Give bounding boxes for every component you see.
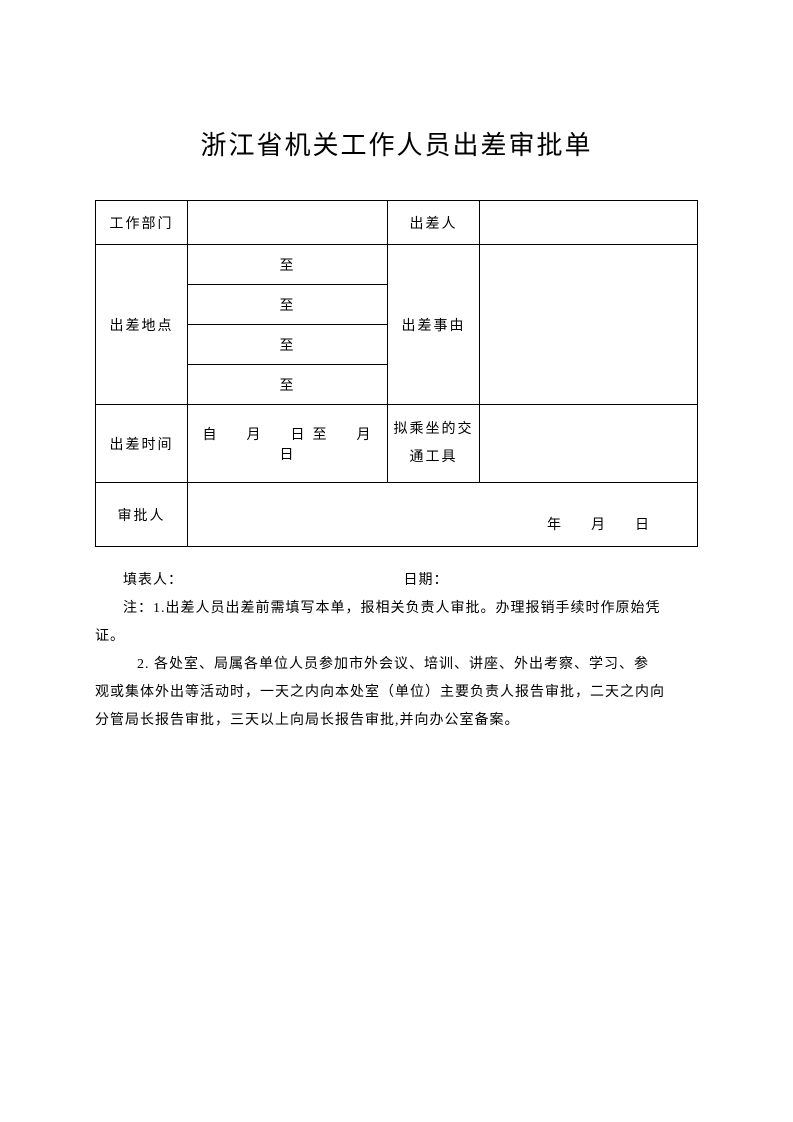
label-approver: 审批人 (96, 483, 188, 547)
value-location-3[interactable]: 至 (188, 325, 388, 365)
label-time: 出差时间 (96, 405, 188, 483)
label-traveler: 出差人 (388, 201, 480, 245)
value-department[interactable] (188, 201, 388, 245)
note-line-2b: 观或集体外出等活动时，一天之内向本处室（单位）主要负责人报告审批，二天之内向 (95, 679, 698, 707)
value-time[interactable]: 自 月 日至 月 日 (188, 405, 388, 483)
label-transport: 拟乘坐的交通工具 (388, 405, 480, 483)
label-department: 工作部门 (96, 201, 188, 245)
value-traveler[interactable] (480, 201, 698, 245)
note-line-2c: 分管局长报告审批，三天以上向局长报告审批,并向办公室备案。 (95, 707, 698, 735)
value-reason[interactable] (480, 245, 698, 405)
note-line-1b: 证。 (95, 623, 698, 651)
note-line-2: 2. 各处室、局属各单位人员参加市外会议、培训、讲座、外出考察、学习、参 (95, 651, 698, 679)
label-location: 出差地点 (96, 245, 188, 405)
label-filler: 填表人： (123, 569, 399, 589)
footer-line: 填表人： 日期： (95, 569, 698, 589)
value-location-2[interactable]: 至 (188, 285, 388, 325)
page-title: 浙江省机关工作人员出差审批单 (95, 125, 698, 162)
value-location-4[interactable]: 至 (188, 365, 388, 405)
value-approve-date[interactable]: 年 月 日 (188, 483, 698, 547)
value-transport[interactable] (480, 405, 698, 483)
value-location-1[interactable]: 至 (188, 245, 388, 285)
approval-form-table: 工作部门 出差人 出差地点 至 出差事由 至 至 至 出差时间 自 月 日至 月… (95, 200, 698, 547)
label-reason: 出差事由 (388, 245, 480, 405)
label-date: 日期： (404, 573, 449, 588)
notes-section: 注：1.出差人员出差前需填写本单，报相关负责人审批。办理报销手续时作原始凭 证。… (95, 595, 698, 735)
note-line-1: 注：1.出差人员出差前需填写本单，报相关负责人审批。办理报销手续时作原始凭 (95, 595, 698, 623)
